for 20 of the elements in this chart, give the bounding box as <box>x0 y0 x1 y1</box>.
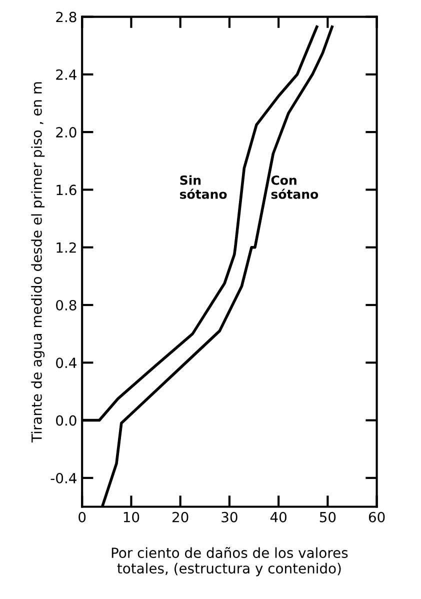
series-label: Sin sótano <box>180 175 227 199</box>
y-axis-title: Tirante de agua medido desde el primer piso , en m <box>31 82 45 442</box>
y-tick-label: 1.6 <box>56 184 76 196</box>
x-axis-title: Por ciento de daños de los valores totales, (estructura y contenido) <box>112 547 348 576</box>
y-tick-label: 0.0 <box>56 415 76 426</box>
x-tick-label: 10 <box>124 512 140 522</box>
x-tick-label: 60 <box>368 512 385 522</box>
y-tick-label: 0.4 <box>56 358 76 368</box>
y-tick-label: 2.0 <box>56 127 76 138</box>
y-tick-label: 1.2 <box>56 242 76 253</box>
x-tick-label: 0 <box>78 512 86 522</box>
series-label: Con sótano <box>271 175 318 199</box>
y-tick-label: 0.8 <box>56 300 76 310</box>
x-tick-label: 50 <box>320 512 336 522</box>
x-tick-label: 20 <box>172 512 188 522</box>
y-tick-label: 2.8 <box>56 12 76 22</box>
y-tick-label: -0.4 <box>50 472 76 484</box>
x-tick-label: 40 <box>270 512 286 522</box>
x-tick-label: 30 <box>222 512 238 522</box>
y-tick-label: 2.4 <box>56 69 76 80</box>
